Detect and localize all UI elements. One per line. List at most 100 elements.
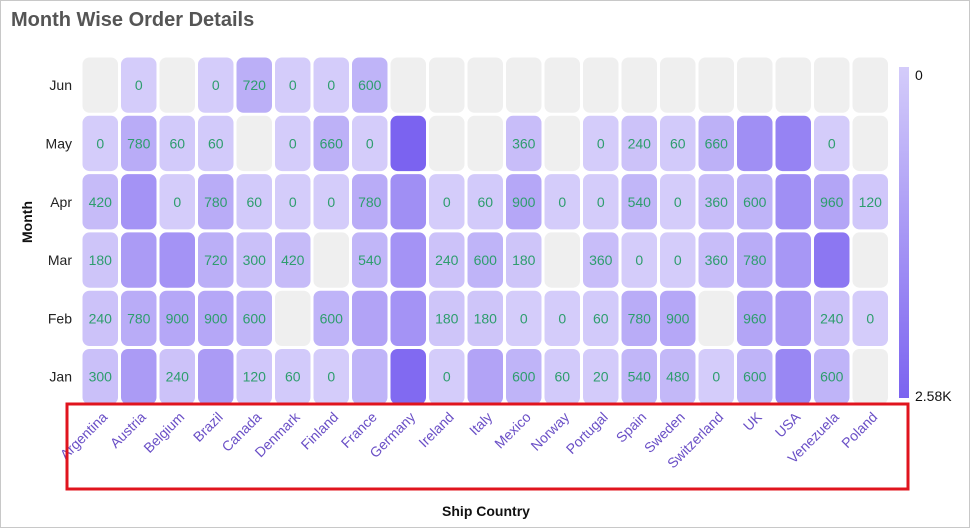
cell-value-label: 240	[89, 310, 113, 326]
heatmap-cell-jan-uk	[737, 349, 773, 405]
heatmap-cell-jan-germany	[390, 349, 426, 405]
heatmap-cell-feb-switzerland	[698, 290, 734, 346]
heatmap-cell-jun-denmark	[275, 57, 311, 113]
heatmap-cell-feb-venezuela	[814, 290, 850, 346]
heatmap-cell-jun-austria	[121, 57, 157, 113]
month-label-jan: Jan	[49, 369, 72, 385]
heatmap-cell-mar-finland	[313, 232, 349, 288]
heatmap-cell-apr-norway	[544, 174, 580, 230]
heatmap-cell-apr-sweden	[660, 174, 696, 230]
x-axis-highlight-box	[65, 402, 910, 491]
cell-value-label: 540	[628, 194, 652, 210]
country-label-belgium: Belgium	[140, 409, 187, 456]
cell-value-label: 360	[705, 252, 729, 268]
cell-value-label: 0	[558, 194, 566, 210]
cell-value-label: 60	[169, 135, 185, 151]
heatmap-cell-may-germany	[390, 115, 426, 172]
country-label-mexico: Mexico	[491, 409, 534, 452]
heatmap-cell-may-poland	[852, 115, 888, 172]
cell-value-label: 300	[89, 369, 113, 385]
cell-value-label: 240	[628, 135, 652, 151]
heatmap-cell-jan-sweden	[660, 349, 696, 405]
cell-value-label: 0	[443, 369, 451, 385]
heatmap-cell-may-france	[352, 115, 388, 172]
cell-value-label: 600	[358, 77, 382, 93]
heatmap-cell-mar-portugal	[583, 232, 619, 288]
cell-value-label: 60	[593, 310, 609, 326]
month-axis-labels: Jun May Apr Mar Feb Jan	[46, 77, 73, 385]
month-label-mar: Mar	[48, 252, 72, 268]
cell-value-label: 0	[289, 77, 297, 93]
cell-value-label: 0	[366, 135, 374, 151]
cell-value-label: 720	[243, 77, 267, 93]
heatmap-cell-jan-spain	[621, 349, 657, 405]
heatmap-cell-mar-mexico	[506, 232, 542, 288]
heatmap-cell-jan-switzerland	[698, 349, 734, 405]
month-label-feb: Feb	[48, 310, 72, 326]
month-label-apr: Apr	[50, 194, 72, 210]
chart-title: Month Wise Order Details	[11, 9, 255, 31]
cell-value-label: 60	[285, 369, 301, 385]
heatmap-cell-apr-germany	[390, 174, 426, 230]
heatmap-cell-jun-sweden	[660, 57, 696, 113]
heatmap-cell-jan-belgium	[159, 349, 195, 405]
cell-value-label: 720	[204, 252, 228, 268]
heatmap-cell-jan-canada	[236, 349, 272, 405]
cell-value-label: 600	[320, 310, 344, 326]
heatmap-cell-mar-sweden	[660, 232, 696, 288]
heatmap-cell-mar-france	[352, 232, 388, 288]
cell-value-label: 120	[243, 369, 267, 385]
heatmap-cell-apr-venezuela	[814, 174, 850, 230]
heatmap-cell-mar-venezuela	[814, 232, 850, 288]
heatmap-cell-apr-canada	[236, 174, 272, 230]
heatmap-cell-may-uk	[737, 115, 773, 172]
cell-value-label: 480	[666, 369, 690, 385]
heatmap-cell-jun-poland	[852, 57, 888, 113]
cell-value-label: 120	[859, 194, 883, 210]
heatmap-cell-apr-uk	[737, 174, 773, 230]
heatmap-cell-feb-belgium	[159, 290, 195, 346]
heatmap-cell-jan-ireland	[429, 349, 465, 405]
cell-value-label: 900	[204, 310, 228, 326]
heatmap-cell-feb-mexico	[506, 290, 542, 346]
heatmap-cell-jun-italy	[467, 57, 503, 113]
cell-value-label: 0	[443, 194, 451, 210]
cell-value-label: 60	[670, 135, 686, 151]
cell-value-label: 0	[712, 369, 720, 385]
heatmap-cell-may-mexico	[506, 115, 542, 172]
heatmap-cell-jun-portugal	[583, 57, 619, 113]
cell-value-label: 0	[212, 77, 220, 93]
heatmap-cell-may-canada	[236, 115, 272, 172]
heatmap-cell-apr-mexico	[506, 174, 542, 230]
cell-value-label: 0	[135, 77, 143, 93]
heatmap-cell-apr-france	[352, 174, 388, 230]
cell-value-label: 600	[743, 194, 767, 210]
month-label-may: May	[46, 135, 72, 151]
heatmap-cell-jun-belgium	[159, 57, 195, 113]
heatmap-cell-may-sweden	[660, 115, 696, 172]
cell-value-label: 180	[89, 252, 113, 268]
cell-value-label: 600	[820, 369, 844, 385]
country-label-ireland: Ireland	[415, 409, 457, 451]
heatmap-cell-apr-argentina	[82, 174, 118, 230]
heatmap-cell-apr-belgium	[159, 174, 195, 230]
heatmap-cell-mar-uk	[737, 232, 773, 288]
cell-value-label: 0	[173, 194, 181, 210]
cell-value-label: 420	[281, 252, 305, 268]
heatmap-cell-jan-brazil	[198, 349, 234, 405]
heatmap-cell-apr-portugal	[583, 174, 619, 230]
country-label-brazil: Brazil	[190, 409, 226, 445]
cell-value-label: 960	[743, 310, 767, 326]
cell-value-label: 780	[127, 135, 151, 151]
heatmap-cell-jun-norway	[544, 57, 580, 113]
country-label-finland: Finland	[298, 409, 342, 453]
cell-value-label: 660	[320, 135, 344, 151]
cell-value-label: 780	[743, 252, 767, 268]
month-label-jun: Jun	[49, 77, 72, 93]
heatmap-cell-feb-norway	[544, 290, 580, 346]
heatmap-cell-may-usa	[775, 115, 811, 172]
heatmap-cell-apr-austria	[121, 174, 157, 230]
cell-value-label: 0	[327, 194, 335, 210]
cell-value-label: 180	[474, 310, 498, 326]
cell-value-label: 240	[820, 310, 844, 326]
